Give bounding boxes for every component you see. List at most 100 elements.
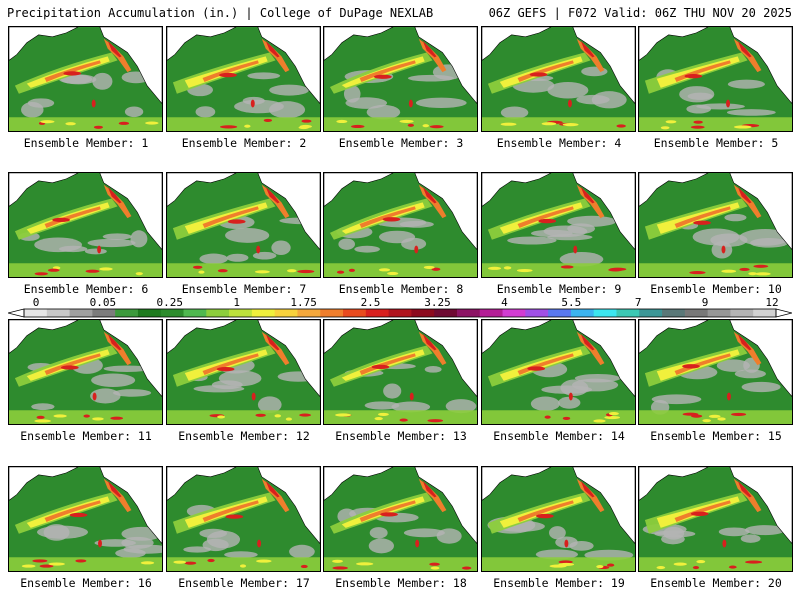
tropical-precip-cell [287, 269, 297, 273]
dry-area [745, 525, 786, 536]
dry-area [724, 213, 747, 222]
dry-area [345, 97, 388, 109]
ensemble-member-caption: Ensemble Member: 10 [650, 282, 782, 296]
precip-band-heavy [44, 206, 101, 228]
dry-area [741, 381, 781, 393]
tropical-precip-cell [748, 272, 757, 276]
dry-area [718, 527, 750, 537]
precip-band-heavy [359, 353, 416, 375]
precip-max [690, 511, 709, 516]
tropical-precip-cell [207, 558, 215, 563]
colorbar-swatch [502, 309, 526, 317]
colorbar-tick-label: 5.5 [561, 296, 581, 309]
colorbar-swatch [548, 309, 572, 317]
tropical-precip-cell [692, 565, 700, 570]
tropical-precip-cell [606, 563, 615, 567]
precip-max [69, 512, 88, 518]
tropical-precip-cell [387, 271, 399, 276]
colorbar-tick-label: 2.5 [361, 296, 381, 309]
tropical-precip-cell [596, 565, 604, 569]
tropical-precip-cell [263, 118, 273, 122]
tropical-precip-cell [254, 270, 270, 274]
dry-area [257, 396, 282, 414]
hawaii-precip [92, 392, 97, 401]
coastal-precip-max [422, 40, 437, 58]
tropical-precip-cell [604, 415, 620, 420]
precip-band-heavy [202, 60, 259, 82]
dry-area [289, 544, 315, 559]
dry-area [549, 526, 566, 540]
tropical-precip-cell [298, 125, 309, 130]
tropical-precip-cell [184, 561, 197, 565]
ensemble-member-caption: Ensemble Member: 9 [496, 282, 622, 296]
colorbar-swatch [411, 309, 435, 317]
tropical-precip-cell [93, 125, 103, 129]
precip-band-heavy [674, 353, 731, 375]
tropical-precip-cell [708, 414, 721, 418]
precip-band-heavy [202, 500, 259, 522]
tropical-precip-cell [753, 264, 769, 268]
colorbar-swatch [274, 309, 298, 317]
tropical-precip-cell [665, 120, 677, 124]
tropical-precip-cell [739, 267, 750, 272]
precip-max [527, 366, 546, 371]
dry-area [574, 373, 621, 383]
tropical-precip-cell [336, 270, 345, 274]
tropical-precip-band [482, 263, 635, 277]
colorbar-swatch [46, 309, 71, 317]
colorbar-tick-label: 0.25 [157, 296, 184, 309]
tropical-precip-cell [300, 564, 308, 569]
hawaii-precip [97, 245, 102, 254]
tropical-precip-cell [85, 269, 100, 273]
dry-area [369, 527, 388, 539]
dry-area [91, 373, 136, 388]
dry-area [726, 109, 776, 116]
tropical-precip-cell [39, 564, 54, 568]
colorbar-swatch [115, 309, 139, 317]
coastal-precip-max [580, 40, 595, 58]
dry-area [686, 104, 712, 114]
tropical-precip-cell [560, 265, 574, 269]
tropical-precip-cell [430, 566, 440, 570]
north-america-landmass [257, 173, 320, 250]
dry-area [364, 401, 400, 410]
asia-landmass [482, 27, 552, 61]
colorbar-tick-label: 1.75 [290, 296, 317, 309]
ensemble-map-panel [8, 172, 163, 278]
tropical-precip-cell [377, 412, 389, 416]
hawaii-precip [256, 245, 261, 254]
tropical-precip-cell [717, 417, 726, 421]
colorbar-swatch [753, 309, 777, 317]
dry-area [58, 245, 88, 253]
hawaii-precip [567, 99, 572, 108]
north-america-landmass [729, 27, 792, 104]
colorbar-tick-label: 1 [233, 296, 240, 309]
dry-area [195, 106, 216, 118]
tropical-precip-band [9, 557, 162, 571]
dry-area [92, 72, 113, 90]
dry-area [366, 104, 401, 120]
tropical-precip-cell [544, 415, 551, 419]
ensemble-map-panel [638, 26, 793, 132]
tropical-precip-cell [53, 414, 67, 418]
precip-max [529, 72, 548, 77]
colorbar-max-arrow [775, 308, 792, 318]
tropical-precip-cell [217, 269, 228, 273]
hawaii-precip [568, 392, 573, 401]
precip-max [227, 219, 246, 224]
precip-band-heavy [359, 206, 416, 228]
dry-area [206, 530, 241, 549]
colorbar-swatch [570, 309, 595, 317]
tropical-precip-cell [593, 419, 606, 423]
dry-area [507, 236, 557, 245]
tropical-precip-cell [656, 565, 666, 570]
colorbar-swatch [365, 309, 390, 317]
tropical-precip-cell [92, 417, 104, 421]
asia-landmass [9, 27, 79, 61]
coastal-precip-max [265, 40, 280, 58]
dry-area [368, 538, 394, 554]
north-america-landmass [99, 173, 162, 250]
dry-area [391, 401, 431, 413]
dry-area [124, 106, 144, 118]
dry-area [21, 101, 44, 118]
